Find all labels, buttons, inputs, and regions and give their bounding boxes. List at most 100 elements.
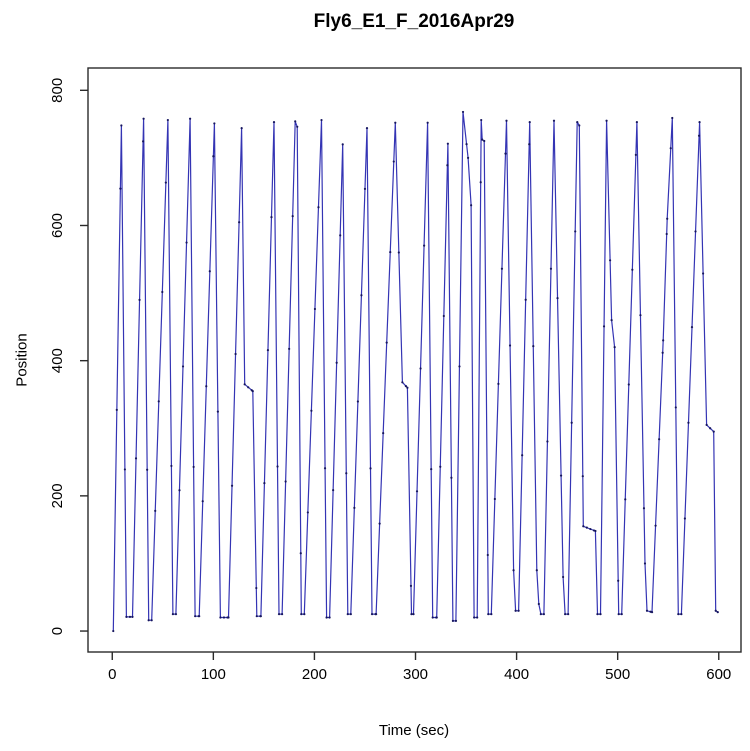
data-point (500, 267, 504, 270)
data-point (185, 241, 188, 244)
data-point (431, 616, 434, 619)
data-point (581, 475, 584, 478)
data-point (669, 147, 672, 150)
data-point (697, 134, 701, 137)
data-point (539, 613, 542, 616)
data-point (712, 430, 715, 433)
data-point (524, 298, 527, 301)
data-point (213, 122, 216, 125)
data-point (277, 613, 281, 616)
data-point (537, 602, 540, 606)
data-point (602, 325, 606, 328)
data-point (216, 410, 219, 413)
data-point (317, 206, 320, 209)
data-point (690, 326, 694, 329)
data-point (627, 383, 630, 386)
data-point (483, 139, 486, 143)
data-point (701, 272, 705, 275)
data-point (559, 474, 563, 477)
data-point (288, 347, 291, 350)
data-point (394, 121, 397, 124)
x-tick-label: 500 (605, 666, 630, 683)
data-point (345, 472, 348, 475)
data-point (192, 465, 195, 469)
data-point (240, 127, 243, 130)
data-point (620, 613, 623, 616)
data-point (661, 351, 664, 354)
x-tick-label: 400 (504, 666, 529, 683)
data-point (514, 609, 517, 612)
data-point (680, 613, 683, 616)
data-point (346, 613, 349, 616)
data-point (610, 319, 613, 322)
data-point (546, 440, 549, 443)
data-point (426, 121, 429, 124)
data-point (171, 613, 175, 616)
data-point (556, 297, 559, 300)
data-point (446, 142, 449, 145)
data-point (512, 569, 515, 572)
data-point (401, 381, 404, 384)
data-point (442, 314, 445, 318)
data-point (247, 386, 250, 389)
data-point (528, 120, 531, 124)
data-point (181, 365, 185, 368)
data-point (397, 251, 400, 254)
data-point (392, 160, 395, 163)
data-point (650, 611, 654, 614)
data-point (714, 609, 717, 612)
data-point (146, 468, 149, 471)
data-point (353, 506, 356, 509)
data-point (306, 511, 309, 514)
data-point (255, 586, 258, 590)
data-point (164, 181, 167, 184)
data-point (508, 344, 512, 347)
data-point (639, 314, 642, 317)
y-tick-label: 800 (49, 78, 66, 103)
data-point (470, 204, 473, 207)
data-point (325, 616, 328, 619)
data-point (259, 615, 262, 618)
data-point (458, 365, 461, 368)
data-point (490, 613, 493, 616)
data-point (608, 259, 612, 262)
data-point (263, 482, 266, 485)
data-point (303, 613, 306, 616)
data-point (310, 409, 313, 412)
data-point (291, 215, 294, 218)
data-point (320, 118, 323, 122)
data-point (374, 613, 378, 616)
data-point (698, 120, 701, 124)
data-point (642, 507, 646, 510)
data-point (138, 298, 141, 301)
data-point (222, 616, 226, 619)
data-point (574, 230, 577, 233)
data-point (665, 232, 668, 236)
data-point (645, 609, 649, 612)
data-point (112, 629, 115, 633)
data-point (439, 465, 442, 468)
data-point (687, 421, 690, 424)
x-tick-label: 200 (302, 666, 327, 683)
data-point (486, 553, 489, 557)
data-point (230, 484, 234, 487)
data-point (677, 613, 680, 616)
data-point (369, 467, 372, 470)
data-point (561, 575, 565, 579)
data-point (521, 454, 524, 457)
y-tick-label: 0 (49, 627, 66, 635)
data-point (356, 400, 359, 403)
data-point (349, 613, 352, 616)
data-point (251, 389, 254, 393)
data-point (385, 341, 388, 344)
data-point (201, 500, 204, 503)
data-point (617, 613, 620, 616)
data-point (461, 110, 465, 114)
data-point (451, 619, 455, 623)
data-point (284, 480, 287, 483)
data-point (370, 613, 374, 616)
data-point (435, 616, 438, 619)
data-point (119, 187, 122, 190)
data-point (404, 384, 408, 388)
